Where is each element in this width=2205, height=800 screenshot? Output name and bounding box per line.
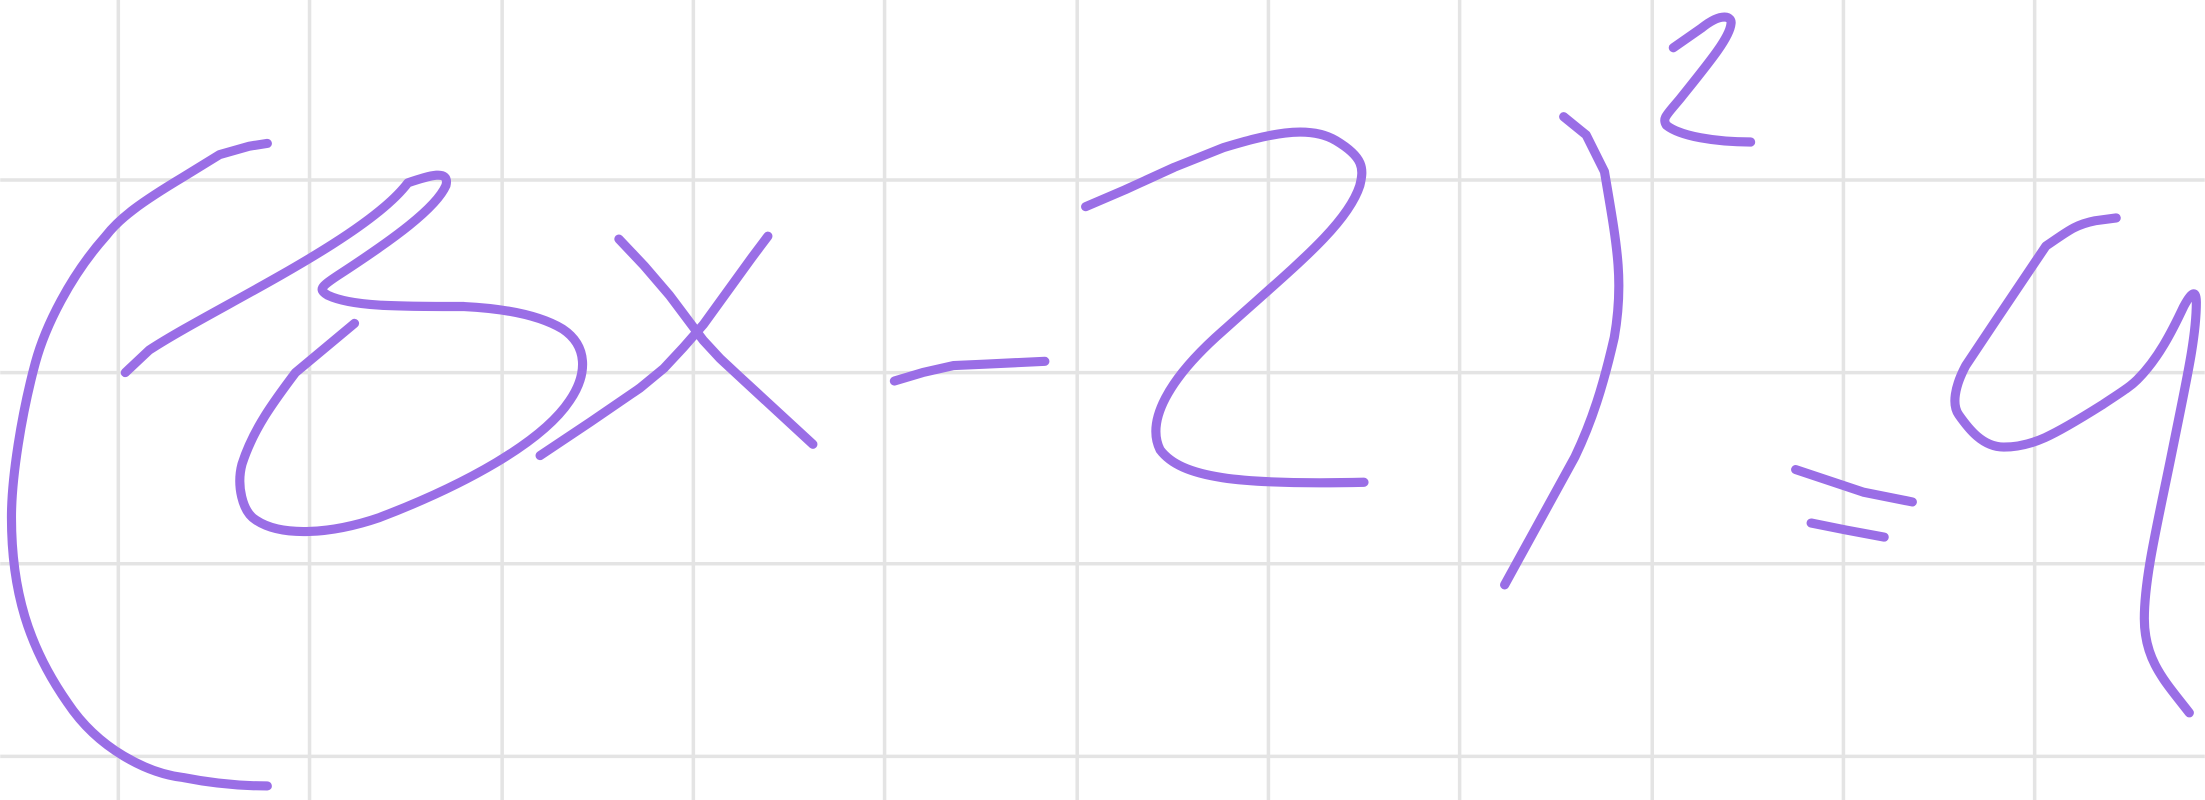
- stroke-open-paren: [6, 138, 272, 791]
- stroke-equals-bottom: [1806, 518, 1889, 542]
- stroke-two: [1081, 127, 1369, 488]
- ink-strokes: [6, 12, 2201, 791]
- stroke-exponent: [1660, 12, 1756, 147]
- stroke-minus: [889, 356, 1050, 386]
- stroke-x-1: [614, 234, 818, 449]
- stroke-equals-top: [1791, 465, 1917, 507]
- stroke-nine: [1950, 213, 2201, 718]
- stroke-six-top: [120, 170, 588, 537]
- stroke-close-paren: [1500, 112, 1624, 590]
- stroke-x-2: [535, 231, 773, 461]
